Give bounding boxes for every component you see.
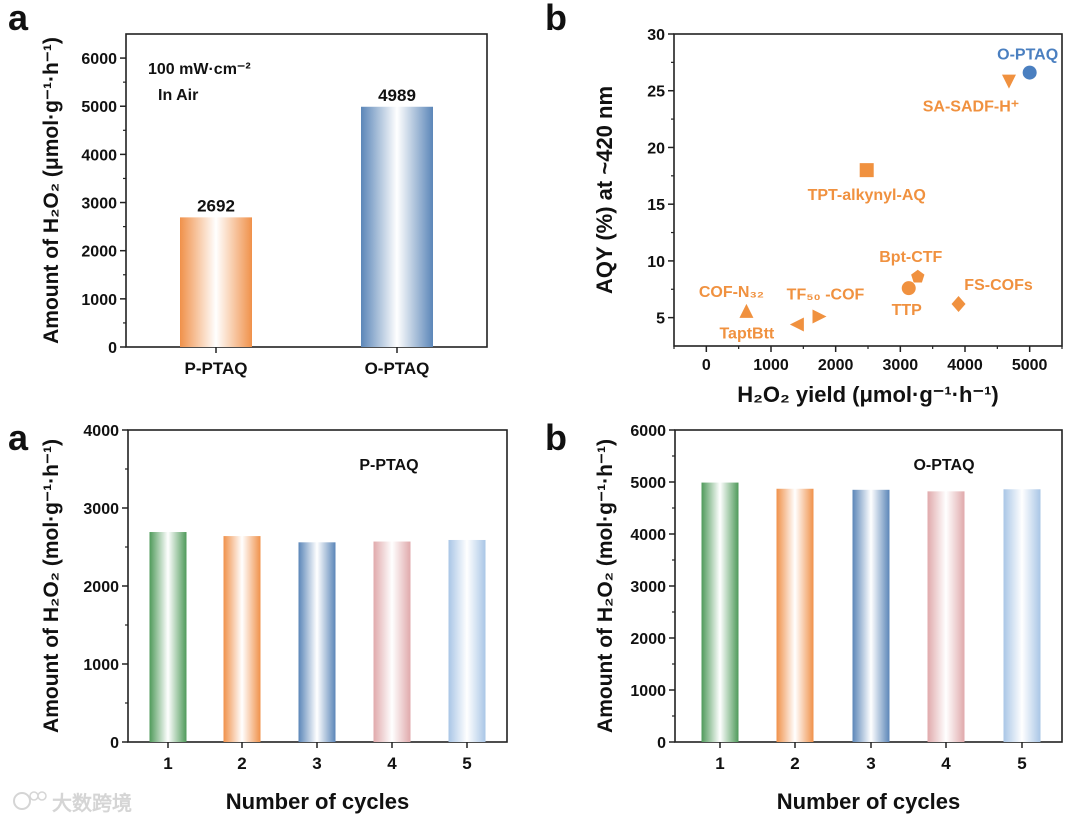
marker-diamond [951,296,966,313]
marker-triangle-right [812,309,827,324]
x-tick-label: 5 [1017,754,1026,773]
bar-2 [223,536,261,742]
y-tick-label: 5000 [81,99,117,116]
point-label: TF₅₀ -COF [787,287,865,304]
point-label: COF-N₃₂ [699,284,764,301]
point-label: O-PTAQ [997,47,1058,64]
chart-panel-2: b 5 10 15 20 25 30 AQY (%) at ~420 nm 0 1000 2000 3… [545,0,1063,407]
x-tick-label: 1 [715,754,724,773]
y-axis-label: Amount of H₂O₂ (μmol·g⁻¹·h⁻¹) [40,37,63,344]
panel-label: b [545,417,567,458]
bar-3 [298,542,336,742]
y-tick-label: 1000 [81,292,117,309]
bar-o-ptaq [361,106,433,347]
annotation-text: In Air [158,87,198,104]
bar-p-ptaq [180,217,252,347]
bar-1 [149,532,187,742]
x-axis-label: H₂O₂ yield (μmol·g⁻¹·h⁻¹) [737,382,999,407]
y-tick-label: 15 [647,197,665,214]
x-axis-label: Number of cycles [226,789,409,814]
point-label: Bpt-CTF [879,249,942,266]
series-title: P-PTAQ [359,457,418,474]
y-tick-label: 3000 [630,579,666,596]
plot-frame [125,33,488,348]
annotation-text: 100 mW·cm⁻² [148,61,251,78]
y-tick-label: 10 [647,254,665,271]
x-tick-label: 5000 [1012,357,1048,374]
panel-label: a [8,417,29,458]
panel-label: a [8,0,29,38]
x-tick-label: 5 [462,754,471,773]
y-tick-label: 3000 [83,501,119,518]
x-tick-label: O-PTAQ [365,359,430,378]
y-tick-label: 2000 [83,579,119,596]
y-tick-label: 2000 [630,631,666,648]
marker-circle [901,281,916,296]
point-label: TTP [892,302,923,319]
bar-4 [373,541,411,742]
bar-4 [927,491,965,742]
y-tick-label: 1000 [83,657,119,674]
x-tick-label: 4 [941,754,951,773]
y-tick-label: 20 [647,140,665,157]
y-tick-label: 25 [647,84,665,101]
y-tick-label: 4000 [630,527,666,544]
marker-triangle-left [789,317,804,332]
data-label: 4989 [378,86,416,105]
x-tick-label: 1000 [753,357,789,374]
chart-panel-1: a 0 1000 2000 3000 4000 5000 6000 Amount of H₂O₂… [8,0,488,378]
y-tick-label: 5000 [630,475,666,492]
x-tick-label: 3 [866,754,875,773]
y-axis-label: AQY (%) at ~420 nm [592,86,617,294]
y-axis-label: Amount of H₂O₂ (mol·g⁻¹·h⁻¹) [40,439,63,733]
point-label: SA-SADF-H⁺ [923,99,1019,116]
panel-label: b [545,0,567,38]
marker-pentagon [911,269,925,283]
y-tick-label: 3000 [81,196,117,213]
x-tick-label: P-PTAQ [185,359,248,378]
data-label: 2692 [197,196,235,215]
x-tick-label: 3 [312,754,321,773]
x-tick-label: 2 [790,754,799,773]
bar-2 [776,488,814,742]
x-tick-label: 3000 [883,357,919,374]
y-tick-label: 30 [647,27,665,44]
marker-circle [1022,65,1037,80]
y-tick-label: 1000 [630,683,666,700]
x-tick-label: 1 [163,754,172,773]
y-tick-label: 0 [110,735,119,752]
x-tick-label: 2 [237,754,246,773]
watermark-text: 大数跨境 [52,791,132,815]
x-tick-label: 4000 [947,357,983,374]
chart-panel-3: a 0 1000 2000 3000 4000 Amount of H₂O₂ (mol·g⁻… [8,417,508,814]
y-tick-label: 5 [656,311,665,328]
bar-3 [852,489,890,742]
y-tick-label: 4000 [83,423,119,440]
y-axis-label: Amount of H₂O₂ (mol·g⁻¹·h⁻¹) [594,439,617,733]
point-label: FS-COFs [964,277,1033,294]
point-label: TaptBtt [719,325,774,342]
x-tick-label: 0 [702,357,711,374]
y-tick-label: 2000 [81,244,117,261]
marker-triangle-up [739,303,754,318]
marker-triangle-down [1001,74,1016,89]
bar-1 [701,482,739,742]
x-tick-label: 4 [387,754,397,773]
marker-square [859,163,874,178]
x-axis-label: Number of cycles [777,789,960,814]
y-tick-label: 0 [108,340,117,357]
y-tick-label: 0 [657,735,666,752]
series-title: O-PTAQ [913,457,974,474]
bar-5 [1003,489,1041,742]
bar-5 [448,539,486,742]
watermark-logo: 大数跨境 [13,791,132,815]
chart-panel-4: b 0 1000 2000 3000 4000 5000 6000 Amount of H₂O₂… [545,417,1063,814]
y-tick-label: 6000 [630,423,666,440]
x-tick-label: 2000 [818,357,854,374]
point-label: TPT-alkynyl-AQ [808,187,926,204]
y-tick-label: 6000 [81,51,117,68]
y-tick-label: 4000 [81,147,117,164]
